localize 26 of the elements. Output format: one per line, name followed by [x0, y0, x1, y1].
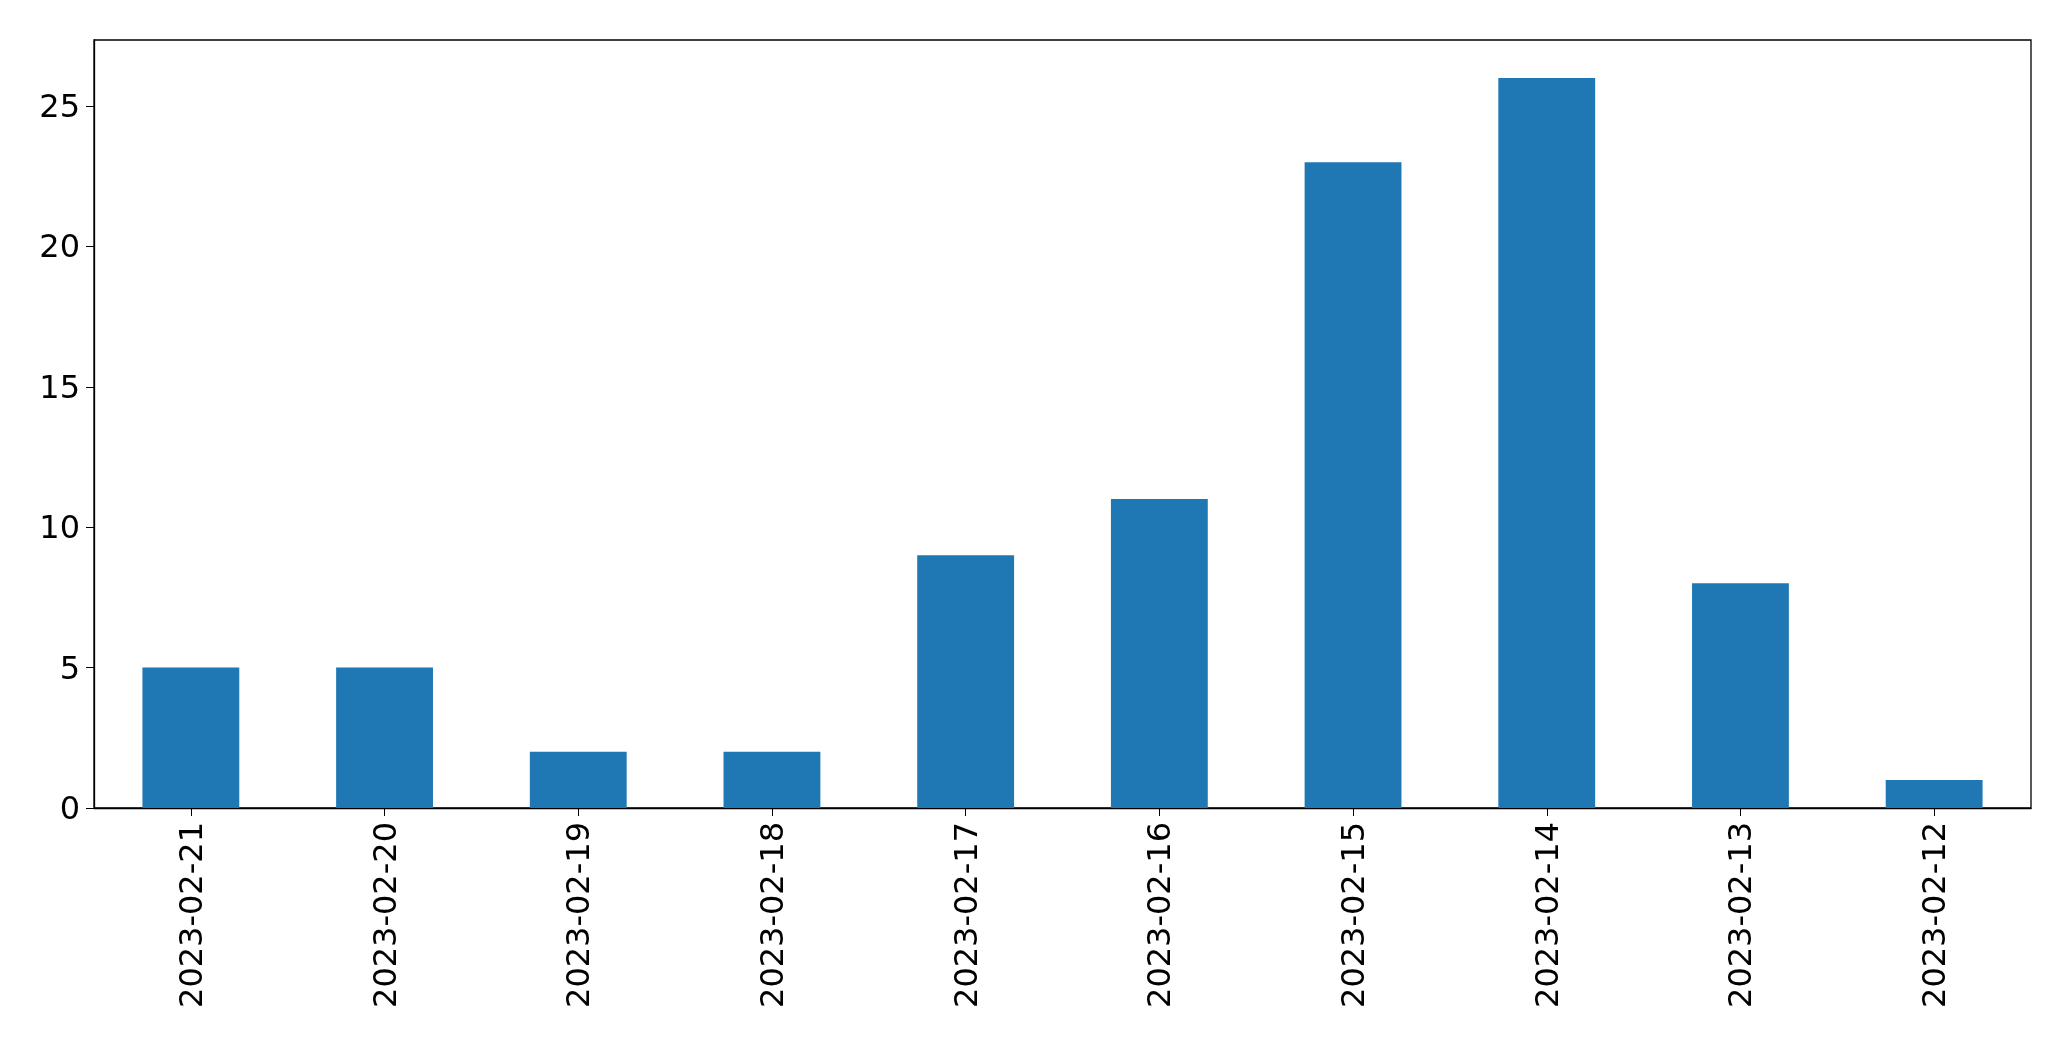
x-tick-label: 2023-02-14: [1527, 822, 1566, 1008]
y-tick-label: 10: [39, 508, 80, 547]
x-tick-label: 2023-02-13: [1721, 822, 1760, 1008]
y-tick-label: 25: [39, 86, 80, 125]
x-tick-label: 2023-02-19: [559, 822, 598, 1008]
bar: [529, 751, 627, 808]
x-tick-label: 2023-02-16: [1140, 822, 1179, 1008]
x-tick-label: 2023-02-21: [171, 822, 210, 1008]
bar: [1885, 779, 1983, 808]
y-tick-label: 20: [39, 227, 80, 266]
bar: [917, 555, 1015, 808]
x-tick-label: 2023-02-12: [1915, 822, 1954, 1008]
y-tick-label: 5: [59, 648, 80, 687]
bar: [336, 667, 433, 808]
x-tick-label: 2023-02-17: [946, 822, 985, 1008]
x-tick-label: 2023-02-20: [365, 822, 404, 1008]
x-tick-label: 2023-02-15: [1334, 822, 1373, 1008]
y-tick-label: 15: [39, 367, 80, 406]
bar: [142, 667, 240, 808]
y-tick-label: 0: [59, 789, 80, 827]
bar: [1692, 583, 1789, 808]
bar: [1110, 499, 1208, 808]
x-tick-label: 2023-02-18: [752, 822, 791, 1008]
bar: [1304, 162, 1402, 808]
bar: [1498, 77, 1596, 808]
bar: [723, 751, 821, 808]
